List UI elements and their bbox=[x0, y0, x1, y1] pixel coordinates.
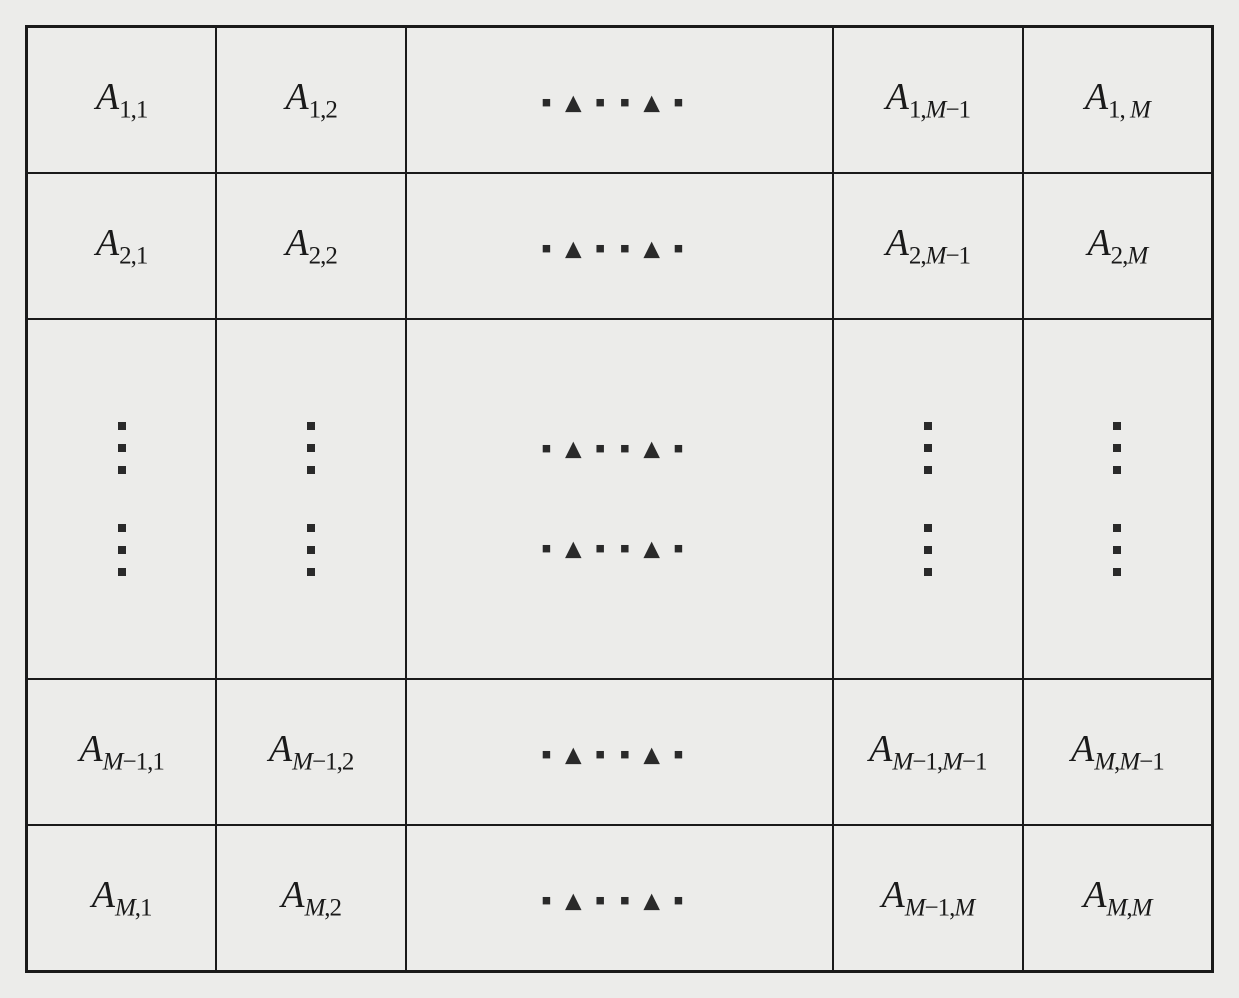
cell-5-2: AM,2 bbox=[216, 825, 406, 972]
cell-2-3-ellipsis: ▪▴▪▪▴▪ bbox=[406, 173, 833, 319]
cell-2-4: A2,M−1 bbox=[833, 173, 1023, 319]
cell-3-3-ellipsis-center: ▪▴▪▪▴▪ ▪▴▪▪▴▪ bbox=[406, 319, 833, 678]
cell-1-5: A1, M bbox=[1023, 27, 1213, 173]
cell-5-3-ellipsis: ▪▴▪▪▴▪ bbox=[406, 825, 833, 972]
matrix-row-2: A2,1 A2,2 ▪▴▪▪▴▪ A2,M−1 A2,M bbox=[27, 173, 1213, 319]
cell-5-1: AM,1 bbox=[27, 825, 217, 972]
vdots-icon bbox=[1113, 524, 1121, 576]
cell-1-3-ellipsis: ▪▴▪▪▴▪ bbox=[406, 27, 833, 173]
cell-4-1: AM−1,1 bbox=[27, 679, 217, 825]
cell-5-5: AM,M bbox=[1023, 825, 1213, 972]
hdots-icon: ▪▴▪▪▴▪ bbox=[541, 86, 698, 119]
cell-4-5: AM,M−1 bbox=[1023, 679, 1213, 825]
vdots-icon bbox=[1113, 422, 1121, 474]
cell-2-2: A2,2 bbox=[216, 173, 406, 319]
vdots-icon bbox=[307, 422, 315, 474]
cell-4-3-ellipsis: ▪▴▪▪▴▪ bbox=[406, 679, 833, 825]
cell-3-5-vdots bbox=[1023, 319, 1213, 678]
vdots-icon bbox=[118, 422, 126, 474]
cell-3-2-vdots bbox=[216, 319, 406, 678]
cell-5-4: AM−1,M bbox=[833, 825, 1023, 972]
cell-3-4-vdots bbox=[833, 319, 1023, 678]
vdots-icon bbox=[924, 422, 932, 474]
cell-1-2: A1,2 bbox=[216, 27, 406, 173]
matrix-row-1: A1,1 A1,2 ▪▴▪▪▴▪ A1,M−1 A1, M bbox=[27, 27, 1213, 173]
matrix-row-3-ellipsis: ▪▴▪▪▴▪ ▪▴▪▪▴▪ bbox=[27, 319, 1213, 678]
cell-4-4: AM−1,M−1 bbox=[833, 679, 1023, 825]
vdots-icon bbox=[924, 524, 932, 576]
cell-1-1: A1,1 bbox=[27, 27, 217, 173]
vdots-icon bbox=[307, 524, 315, 576]
cell-3-1-vdots bbox=[27, 319, 217, 678]
matrix-table: A1,1 A1,2 ▪▴▪▪▴▪ A1,M−1 A1, M A2,1 A2,2 … bbox=[25, 25, 1214, 973]
hdots-icon: ▪▴▪▪▴▪ bbox=[541, 232, 698, 265]
cell-2-5: A2,M bbox=[1023, 173, 1213, 319]
matrix-row-4: AM−1,1 AM−1,2 ▪▴▪▪▴▪ AM−1,M−1 AM,M−1 bbox=[27, 679, 1213, 825]
hdots-icon: ▪▴▪▪▴▪ bbox=[541, 884, 698, 917]
hdots-icon: ▪▴▪▪▴▪ bbox=[541, 531, 698, 566]
cell-1-4: A1,M−1 bbox=[833, 27, 1023, 173]
hdots-icon: ▪▴▪▪▴▪ bbox=[541, 431, 698, 466]
cell-2-1: A2,1 bbox=[27, 173, 217, 319]
cell-4-2: AM−1,2 bbox=[216, 679, 406, 825]
vdots-icon bbox=[118, 524, 126, 576]
matrix-row-5: AM,1 AM,2 ▪▴▪▪▴▪ AM−1,M AM,M bbox=[27, 825, 1213, 972]
hdots-icon: ▪▴▪▪▴▪ bbox=[541, 738, 698, 771]
